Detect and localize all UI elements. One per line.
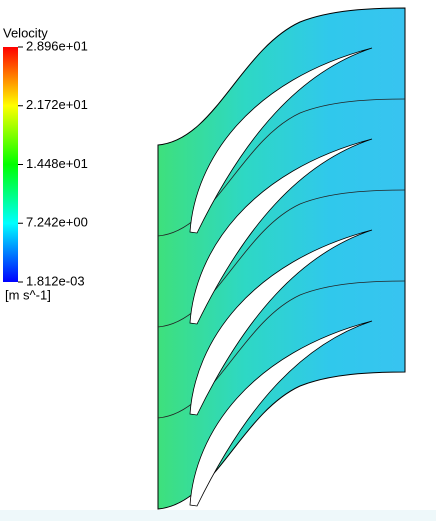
- tick-label: 1.448e+01: [26, 156, 88, 171]
- footer-strip: [0, 510, 436, 521]
- flow-domain: [157, 7, 406, 510]
- tick-label: 7.242e+00: [26, 215, 88, 230]
- tick-label: 2.896e+01: [26, 38, 88, 53]
- tick-label: 1.812e-03: [26, 273, 85, 288]
- legend-title: Velocity: [3, 25, 48, 40]
- legend-unit: [m s^-1]: [5, 287, 51, 302]
- color-bar: [3, 47, 18, 282]
- tick-label: 2.172e+01: [26, 97, 88, 112]
